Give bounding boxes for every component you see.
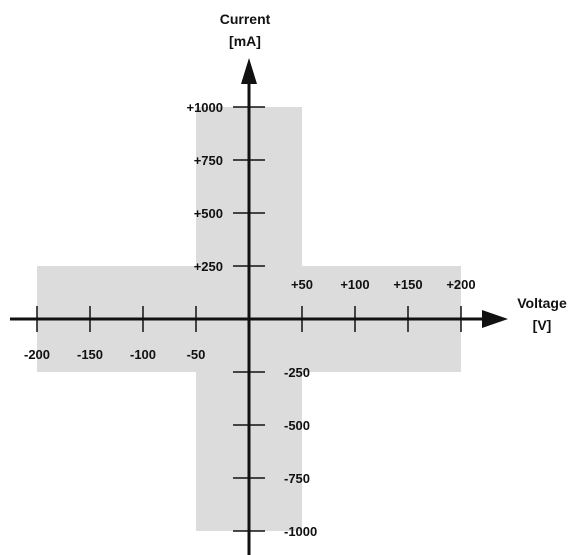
x-tick-label-50: +50 [291, 277, 313, 292]
y-tick-label-250: +250 [194, 259, 223, 274]
y-axis-title-line-2: [mA] [229, 33, 261, 49]
y-tick-label-1000: +1000 [186, 100, 223, 115]
y-axis-arrow [241, 58, 257, 84]
ticks-layer: +50 +100 +150 +200 -200 -150 -100 -50 +1000 +750 +… [24, 100, 476, 539]
y-tick-label--500: -500 [284, 418, 310, 433]
y-axis-title-line-1: Current [220, 11, 271, 27]
y-tick-label--750: -750 [284, 471, 310, 486]
x-tick-label-150: +150 [393, 277, 422, 292]
x-axis-title-line-2: [V] [533, 317, 552, 333]
x-tick-label--100: -100 [130, 347, 156, 362]
y-tick-label--1000: -1000 [284, 524, 317, 539]
x-tick-label--150: -150 [77, 347, 103, 362]
x-tick-label--200: -200 [24, 347, 50, 362]
x-tick-label-200: +200 [446, 277, 475, 292]
x-axis-title-line-1: Voltage [517, 295, 567, 311]
x-axis-arrow [482, 310, 508, 328]
x-tick-label--50: -50 [187, 347, 206, 362]
y-tick-label-750: +750 [194, 153, 223, 168]
y-tick-label-500: +500 [194, 206, 223, 221]
y-tick-label--250: -250 [284, 365, 310, 380]
x-tick-label-100: +100 [340, 277, 369, 292]
